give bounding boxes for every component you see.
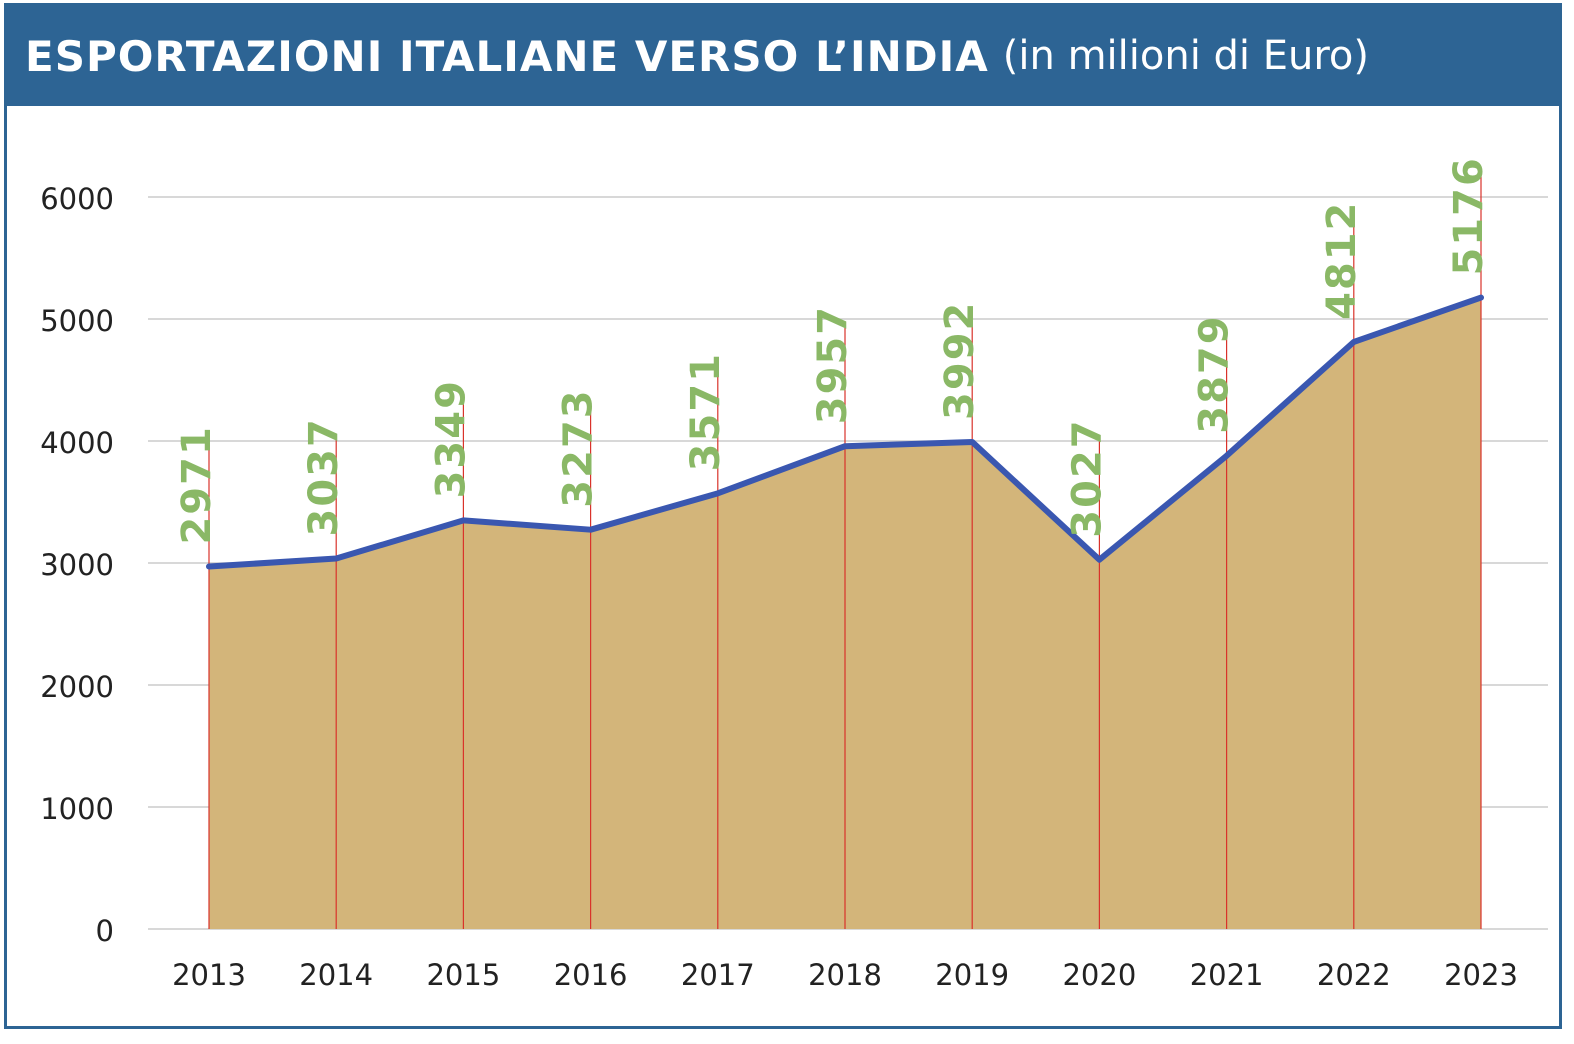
y-tick-label: 0 bbox=[96, 914, 114, 948]
y-tick-label: 1000 bbox=[40, 792, 114, 826]
data-labels: 2971 3037 3349 3273 3571 3957 3992 3027 3879 4812… bbox=[174, 156, 1492, 544]
line-layer bbox=[206, 294, 1484, 570]
x-tick-label: 2014 bbox=[299, 958, 373, 992]
x-tick-label: 2023 bbox=[1444, 958, 1518, 992]
x-tick-label: 2020 bbox=[1062, 958, 1136, 992]
chart-header: ESPORTAZIONI ITALIANE VERSO L’INDIA (in … bbox=[7, 6, 1559, 106]
data-label: 3879 bbox=[1192, 314, 1238, 433]
x-axis-ticks: 2013 2014 2015 2016 2017 2018 2019 2020 2021 2022… bbox=[172, 958, 1518, 992]
x-tick-label: 2015 bbox=[426, 958, 500, 992]
x-tick-label: 2016 bbox=[554, 958, 628, 992]
data-label: 2971 bbox=[174, 425, 220, 544]
y-axis-ticks: 0 1000 2000 3000 4000 5000 6000 bbox=[40, 182, 114, 948]
x-tick-label: 2018 bbox=[808, 958, 882, 992]
chart-title: ESPORTAZIONI ITALIANE VERSO L’INDIA bbox=[25, 31, 989, 81]
x-tick-label: 2021 bbox=[1190, 958, 1264, 992]
data-label: 5176 bbox=[1446, 156, 1492, 275]
series-line bbox=[206, 294, 1484, 570]
y-tick-label: 6000 bbox=[40, 182, 114, 216]
data-label: 3571 bbox=[683, 352, 729, 471]
y-tick-label: 2000 bbox=[40, 670, 114, 704]
data-label: 4812 bbox=[1319, 201, 1365, 320]
data-label: 3027 bbox=[1064, 418, 1110, 537]
x-tick-label: 2022 bbox=[1317, 958, 1391, 992]
x-tick-label: 2013 bbox=[172, 958, 246, 992]
y-tick-label: 3000 bbox=[40, 548, 114, 582]
data-label: 3992 bbox=[937, 301, 983, 420]
x-tick-label: 2019 bbox=[935, 958, 1009, 992]
drop-lines bbox=[208, 172, 1482, 929]
chart-subtitle: (in milioni di Euro) bbox=[1002, 33, 1370, 79]
y-tick-label: 4000 bbox=[40, 426, 114, 460]
x-tick-label: 2017 bbox=[681, 958, 755, 992]
data-label: 3349 bbox=[428, 379, 474, 498]
y-tick-label: 5000 bbox=[40, 304, 114, 338]
data-label: 3273 bbox=[556, 388, 602, 507]
data-label: 3037 bbox=[301, 417, 347, 536]
data-label: 3957 bbox=[810, 305, 856, 424]
